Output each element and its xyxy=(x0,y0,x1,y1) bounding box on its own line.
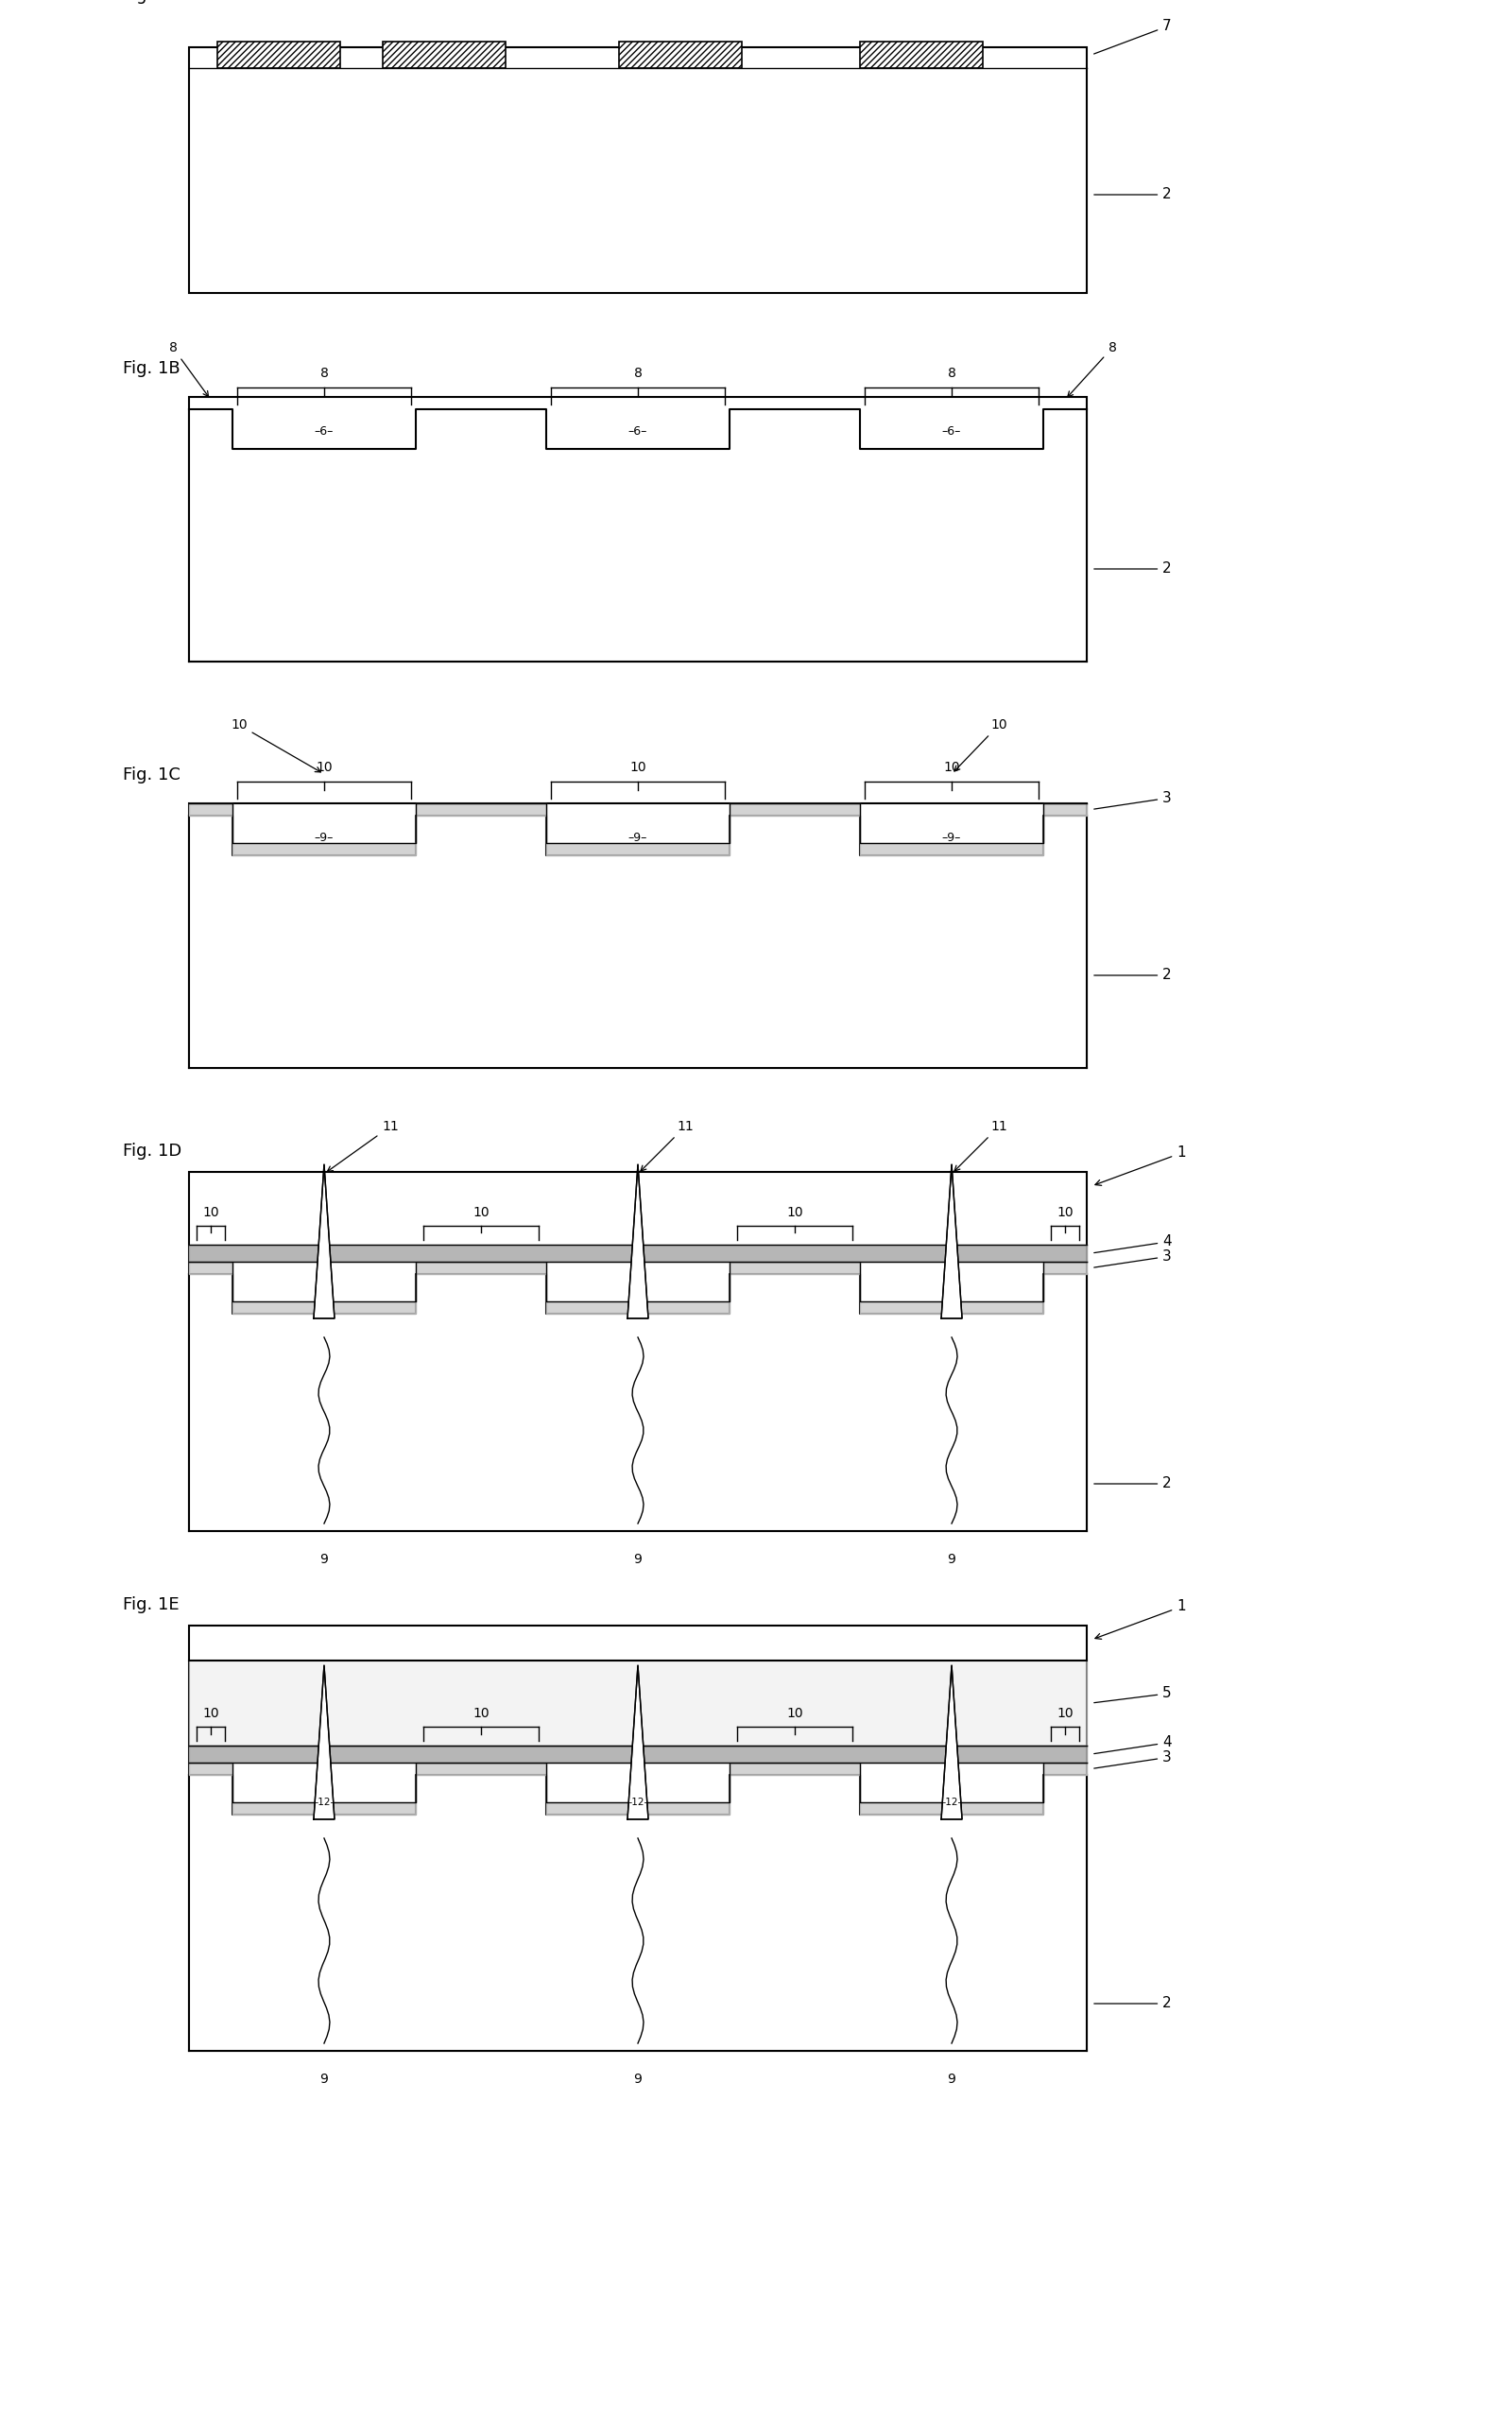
Text: 10: 10 xyxy=(203,1706,219,1721)
Text: 9: 9 xyxy=(321,1552,328,1566)
Polygon shape xyxy=(189,1774,1087,2051)
Text: 10: 10 xyxy=(954,718,1007,771)
Text: Fig. 1D: Fig. 1D xyxy=(122,1142,181,1159)
Text: 10: 10 xyxy=(943,762,960,774)
Text: 9: 9 xyxy=(321,2073,328,2085)
Text: 11: 11 xyxy=(954,1121,1007,1171)
Polygon shape xyxy=(189,1745,1087,1762)
Text: 10: 10 xyxy=(473,1706,490,1721)
Text: 10: 10 xyxy=(1057,1706,1074,1721)
Text: 2: 2 xyxy=(1095,562,1172,576)
Polygon shape xyxy=(189,803,1087,856)
Text: 8: 8 xyxy=(321,366,328,381)
Polygon shape xyxy=(313,1164,334,1318)
Text: –6–: –6– xyxy=(314,424,334,436)
Text: 2: 2 xyxy=(1095,1477,1172,1492)
Text: 1: 1 xyxy=(1095,1145,1185,1186)
Text: 3: 3 xyxy=(1095,790,1172,810)
Text: –12–: –12– xyxy=(313,1798,336,1808)
Polygon shape xyxy=(942,1665,962,1820)
Text: 11: 11 xyxy=(641,1121,694,1171)
Text: 8: 8 xyxy=(634,366,643,381)
Text: 3: 3 xyxy=(1095,1248,1172,1268)
Text: 10: 10 xyxy=(629,762,646,774)
Polygon shape xyxy=(627,1665,649,1820)
Bar xyxy=(189,1171,1087,1530)
Text: –12–: –12– xyxy=(313,1297,336,1306)
Text: 8: 8 xyxy=(948,366,956,381)
Text: 9: 9 xyxy=(634,1552,643,1566)
Bar xyxy=(218,41,340,67)
Text: –12–: –12– xyxy=(940,1297,963,1306)
Text: 10: 10 xyxy=(231,718,321,771)
Text: 9: 9 xyxy=(948,1552,956,1566)
Text: –6–: –6– xyxy=(942,424,962,436)
Text: 9: 9 xyxy=(948,2073,956,2085)
Text: –9–: –9– xyxy=(314,831,334,843)
Text: 2: 2 xyxy=(1095,969,1172,983)
Polygon shape xyxy=(627,1164,649,1318)
Bar xyxy=(189,398,1087,663)
Text: 7: 7 xyxy=(1095,19,1172,53)
Text: –6–: –6– xyxy=(629,424,647,436)
Text: –12–: –12– xyxy=(626,1798,649,1808)
Text: Fig. 1B: Fig. 1B xyxy=(122,359,180,376)
Polygon shape xyxy=(189,1275,1087,1530)
Text: 2: 2 xyxy=(1095,188,1172,202)
Text: 8: 8 xyxy=(169,342,209,398)
Text: 8: 8 xyxy=(1067,342,1116,398)
Text: 10: 10 xyxy=(786,1205,803,1219)
Text: –12–: –12– xyxy=(940,1798,963,1808)
Text: 11: 11 xyxy=(327,1121,399,1171)
Polygon shape xyxy=(189,815,1087,1068)
Bar xyxy=(383,41,505,67)
Text: 10: 10 xyxy=(203,1205,219,1219)
Bar xyxy=(189,1627,1087,2051)
Polygon shape xyxy=(189,1660,1087,1745)
Text: 10: 10 xyxy=(1057,1205,1074,1219)
Bar xyxy=(189,803,1087,1068)
Bar xyxy=(189,48,1087,294)
Polygon shape xyxy=(942,1164,962,1318)
Text: 10: 10 xyxy=(473,1205,490,1219)
Text: –9–: –9– xyxy=(629,831,647,843)
Text: Fig. 1E: Fig. 1E xyxy=(122,1595,180,1612)
Text: 4: 4 xyxy=(1095,1234,1172,1253)
Polygon shape xyxy=(189,1762,1087,1815)
Text: 9: 9 xyxy=(634,2073,643,2085)
Text: 3: 3 xyxy=(1095,1750,1172,1769)
Bar xyxy=(618,41,742,67)
Text: Fig. 1A: Fig. 1A xyxy=(122,0,180,5)
Polygon shape xyxy=(189,410,1087,663)
Polygon shape xyxy=(189,1244,1087,1263)
Text: –12–: –12– xyxy=(626,1297,649,1306)
Text: 10: 10 xyxy=(786,1706,803,1721)
Text: 4: 4 xyxy=(1095,1735,1172,1754)
Polygon shape xyxy=(313,1665,334,1820)
Bar xyxy=(860,41,983,67)
Text: 5: 5 xyxy=(1095,1687,1172,1704)
Text: Fig. 1C: Fig. 1C xyxy=(122,766,180,783)
Text: 1: 1 xyxy=(1095,1600,1185,1639)
Text: –9–: –9– xyxy=(942,831,962,843)
Text: 2: 2 xyxy=(1095,1995,1172,2010)
Polygon shape xyxy=(189,1263,1087,1313)
Text: 10: 10 xyxy=(316,762,333,774)
